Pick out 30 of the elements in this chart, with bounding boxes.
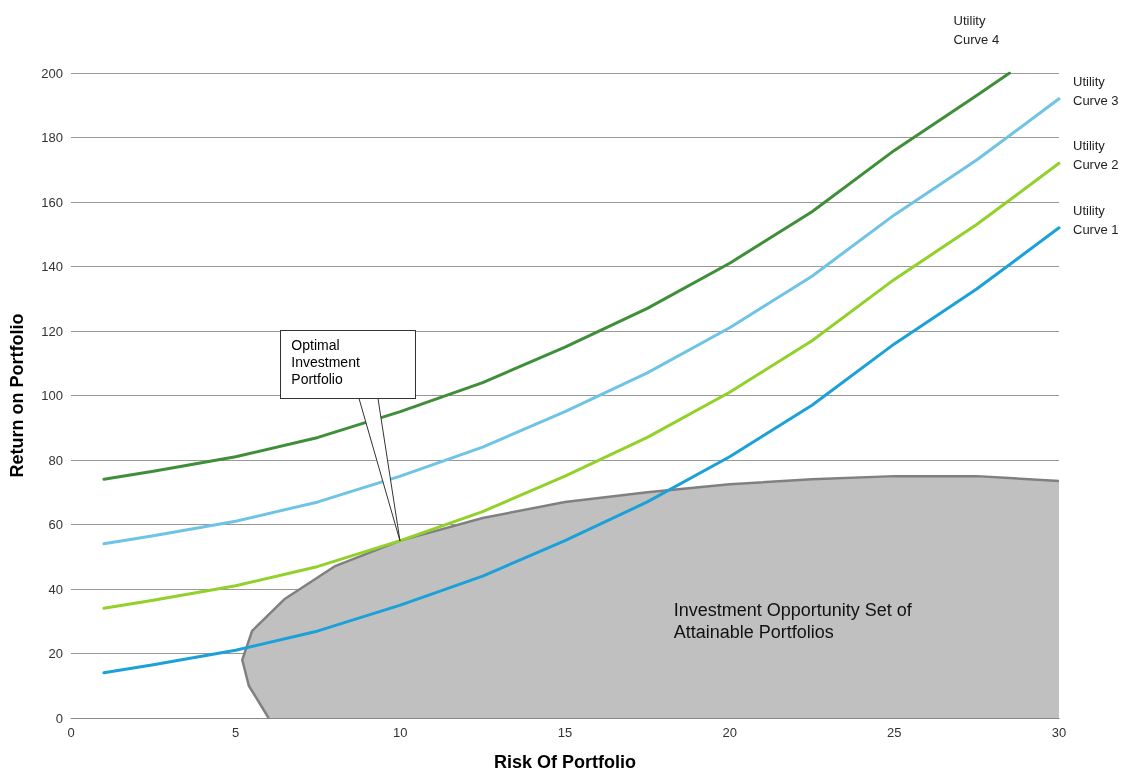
annotation: Optimal Investment Portfolio bbox=[280, 329, 417, 399]
y-tick-label: 80 bbox=[48, 452, 63, 468]
y-tick-label: 60 bbox=[48, 517, 63, 532]
y-tick-label: 20 bbox=[48, 646, 63, 661]
series-label: Utility Curve 3 bbox=[1073, 73, 1119, 108]
callout-box: Optimal Investment Portfolio bbox=[280, 329, 417, 543]
y-tick-label: 180 bbox=[41, 130, 63, 145]
x-tick-label: 0 bbox=[67, 725, 75, 740]
x-axis-title: Risk Of Portfolio bbox=[493, 752, 637, 772]
series-label: Utility Curve 2 bbox=[1073, 138, 1119, 173]
x-tick-label: 20 bbox=[722, 725, 737, 740]
y-axis-title: Return on Portfolio bbox=[7, 313, 27, 478]
text: Utility Curve 4 bbox=[953, 13, 1000, 47]
line-series bbox=[102, 71, 1012, 481]
y-tick-label: 40 bbox=[48, 581, 63, 597]
x-tick-label: 5 bbox=[232, 725, 240, 740]
series-label: Utility Curve 1 bbox=[1073, 202, 1119, 237]
x-tick-label: 30 bbox=[1051, 725, 1067, 740]
line-series bbox=[102, 226, 1061, 675]
series-label: Investment Opportunity Set of Attainable Portfolios bbox=[673, 600, 917, 643]
y-tick-label: 100 bbox=[41, 388, 63, 403]
x-tick-label: 15 bbox=[557, 725, 573, 740]
x-tick-label: 10 bbox=[393, 725, 408, 740]
y-tick-label: 160 bbox=[41, 194, 63, 210]
y-tick-label: 0 bbox=[55, 710, 63, 726]
line-series bbox=[102, 97, 1061, 546]
y-tick-label: 140 bbox=[41, 259, 63, 274]
x-tick-label: 25 bbox=[887, 725, 902, 740]
y-tick-label: 200 bbox=[41, 65, 63, 81]
y-tick-label: 120 bbox=[41, 323, 63, 339]
